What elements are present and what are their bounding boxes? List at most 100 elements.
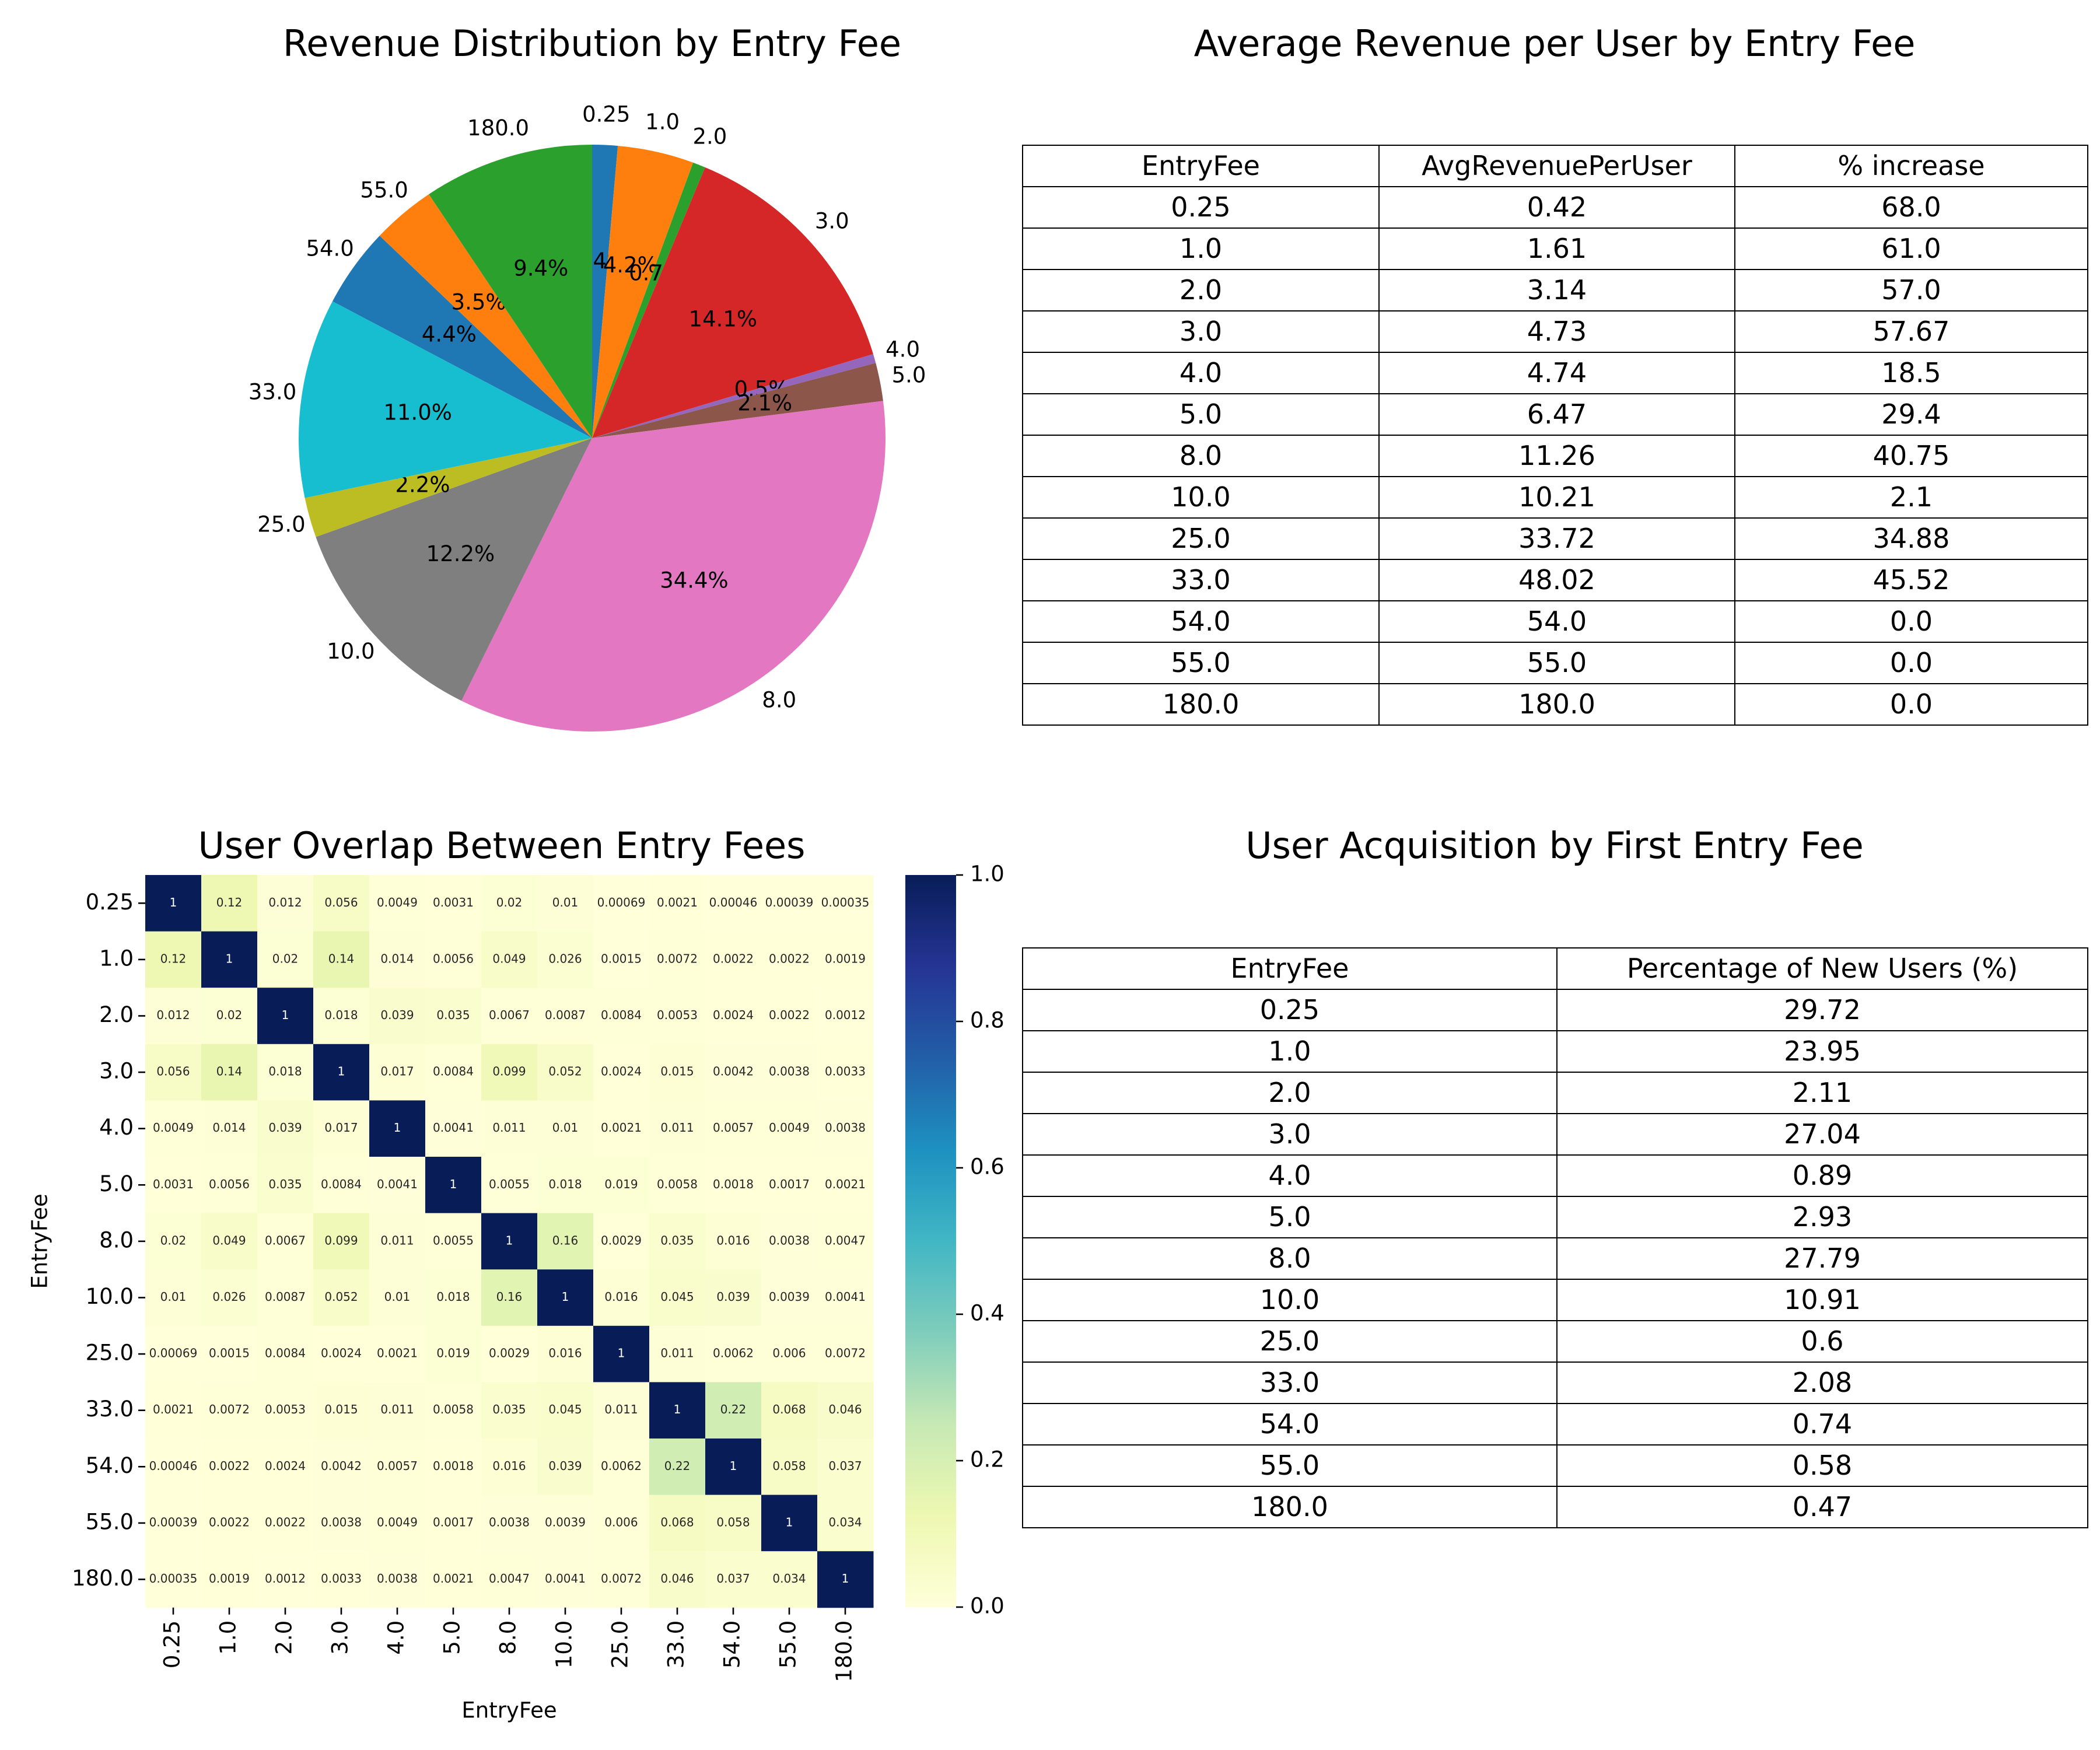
heatmap-cell-label: 0.049 xyxy=(212,1233,246,1247)
table-cell: 2.08 xyxy=(1556,1362,2088,1404)
heatmap-cell xyxy=(817,1551,874,1608)
table-header-cell: Percentage of New Users (%) xyxy=(1556,947,2088,990)
heatmap-cell-label: 0.0049 xyxy=(153,1121,194,1135)
heatmap-cell xyxy=(649,988,706,1045)
heatmap-cell xyxy=(145,1044,202,1101)
table-cell: 0.42 xyxy=(1378,186,1735,229)
heatmap-cell xyxy=(649,1551,706,1608)
heatmap-cell xyxy=(593,1551,650,1608)
heatmap-cell xyxy=(593,1269,650,1326)
heatmap-cell-label: 0.0021 xyxy=(433,1572,474,1586)
pie-label-3.0: 3.0 xyxy=(815,208,849,233)
heatmap-cell xyxy=(481,1382,538,1439)
heatmap-cell-label: 0.0017 xyxy=(769,1177,810,1191)
heatmap-cell-label: 0.052 xyxy=(324,1290,358,1304)
heatmap-y-tick-label: 0.25 xyxy=(86,890,134,915)
heatmap-cell-label: 0.0019 xyxy=(209,1572,250,1586)
heatmap-cell xyxy=(649,931,706,988)
table-cell: 25.0 xyxy=(1022,517,1380,560)
heatmap-cell-label: 0.099 xyxy=(324,1233,358,1247)
heatmap-cell-label: 0.0047 xyxy=(825,1233,866,1247)
heatmap-cell-label: 0.00069 xyxy=(597,895,646,909)
table-cell: 0.6 xyxy=(1556,1320,2088,1363)
table-cell: 4.74 xyxy=(1378,352,1735,394)
table-cell: 34.88 xyxy=(1734,517,2088,560)
heatmap-cell-label: 1 xyxy=(674,1402,681,1416)
heatmap-cell-label: 0.0022 xyxy=(209,1515,250,1529)
table-cell: 55.0 xyxy=(1022,1444,1558,1487)
heatmap-cell xyxy=(705,1213,762,1270)
heatmap-cell xyxy=(145,1269,202,1326)
table-cell: 33.0 xyxy=(1022,1362,1558,1404)
heatmap-cell-label: 0.018 xyxy=(548,1177,582,1191)
heatmap-cell xyxy=(369,875,426,932)
heatmap-cell-label: 0.0072 xyxy=(657,951,698,965)
heatmap-cell-label: 0.0062 xyxy=(713,1346,754,1360)
heatmap-x-tick-label: 180.0 xyxy=(832,1620,857,1682)
heatmap-cell xyxy=(481,1494,538,1552)
heatmap-x-tick-label: 8.0 xyxy=(496,1620,521,1655)
heatmap-cell xyxy=(425,988,482,1045)
heatmap-cell-label: 0.0017 xyxy=(433,1515,474,1529)
heatmap-cell xyxy=(593,931,650,988)
heatmap-cell xyxy=(369,1213,426,1270)
heatmap-y-tick-label: 2.0 xyxy=(99,1002,134,1027)
heatmap-cell xyxy=(257,1213,314,1270)
table-row: 55.0 0.58 xyxy=(1022,1444,2088,1487)
heatmap-cell-label: 0.0038 xyxy=(489,1515,530,1529)
heatmap-cell xyxy=(257,1157,314,1214)
heatmap-cell-label: 0.00035 xyxy=(821,895,870,909)
heatmap-cell xyxy=(201,1325,258,1382)
heatmap-cell-label: 0.016 xyxy=(548,1346,582,1360)
heatmap-cell xyxy=(145,931,202,988)
heatmap-cell-label: 0.0084 xyxy=(321,1177,362,1191)
heatmap-cell xyxy=(257,988,314,1045)
table-row: 180.0 180.0 0.0 xyxy=(1022,683,2088,726)
heatmap-cell xyxy=(425,875,482,932)
heatmap-cell-label: 0.02 xyxy=(216,1008,243,1022)
heatmap-x-tick-label: 4.0 xyxy=(384,1620,409,1655)
heatmap-cell xyxy=(425,1438,482,1496)
table-row: 1.0 23.95 xyxy=(1022,1030,2088,1073)
heatmap-cell-label: 0.058 xyxy=(716,1515,750,1529)
heatmap-cell xyxy=(537,875,594,932)
heatmap-cell-label: 0.014 xyxy=(212,1121,246,1135)
heatmap-cell-label: 0.016 xyxy=(604,1290,638,1304)
heatmap-cell xyxy=(761,1157,818,1214)
heatmap-cell-label: 0.0057 xyxy=(713,1121,754,1135)
heatmap-cell xyxy=(705,875,762,932)
table-cell: 23.95 xyxy=(1556,1030,2088,1073)
heatmap-cell xyxy=(705,1382,762,1439)
heatmap-cell-label: 0.034 xyxy=(772,1572,806,1586)
heatmap-cell-label: 0.006 xyxy=(604,1515,638,1529)
heatmap-cell-label: 0.0084 xyxy=(601,1008,642,1022)
heatmap-cell-label: 1 xyxy=(282,1008,289,1022)
heatmap-cell xyxy=(145,1382,202,1439)
heatmap-cell-label: 0.0024 xyxy=(713,1008,754,1022)
heatmap-cell-label: 0.0087 xyxy=(265,1290,306,1304)
pie-slice-1.0 xyxy=(592,145,694,438)
heatmap-cell-label: 0.0049 xyxy=(769,1121,810,1135)
heatmap-cell xyxy=(313,1157,370,1214)
table-cell: 1.61 xyxy=(1378,228,1735,270)
heatmap-cell-label: 0.039 xyxy=(548,1459,582,1473)
pie-pct-54.0: 4.4% xyxy=(422,321,477,346)
heatmap-cell xyxy=(481,1213,538,1270)
table-cell: 2.0 xyxy=(1022,269,1380,312)
table-row: 3.0 27.04 xyxy=(1022,1113,2088,1156)
table-row: 33.0 48.02 45.52 xyxy=(1022,559,2088,601)
heatmap-cell-label: 0.0018 xyxy=(713,1177,754,1191)
heatmap-cell-label: 0.0058 xyxy=(433,1402,474,1416)
heatmap-x-tick-label: 54.0 xyxy=(720,1620,745,1668)
table-cell: 29.72 xyxy=(1556,989,2088,1031)
heatmap-cell-label: 0.0022 xyxy=(769,951,810,965)
heatmap-cell-label: 0.0022 xyxy=(713,951,754,965)
heatmap-cell xyxy=(593,988,650,1045)
table-row: 5.0 6.47 29.4 xyxy=(1022,393,2088,436)
heatmap-cell xyxy=(649,1100,706,1157)
heatmap-cell-label: 0.011 xyxy=(380,1402,414,1416)
heatmap-y-tick-label: 54.0 xyxy=(86,1453,134,1478)
heatmap-cell-label: 0.018 xyxy=(436,1290,470,1304)
heatmap-cell-label: 0.037 xyxy=(828,1459,862,1473)
pie-title: Revenue Distribution by Entry Fee xyxy=(282,22,902,65)
